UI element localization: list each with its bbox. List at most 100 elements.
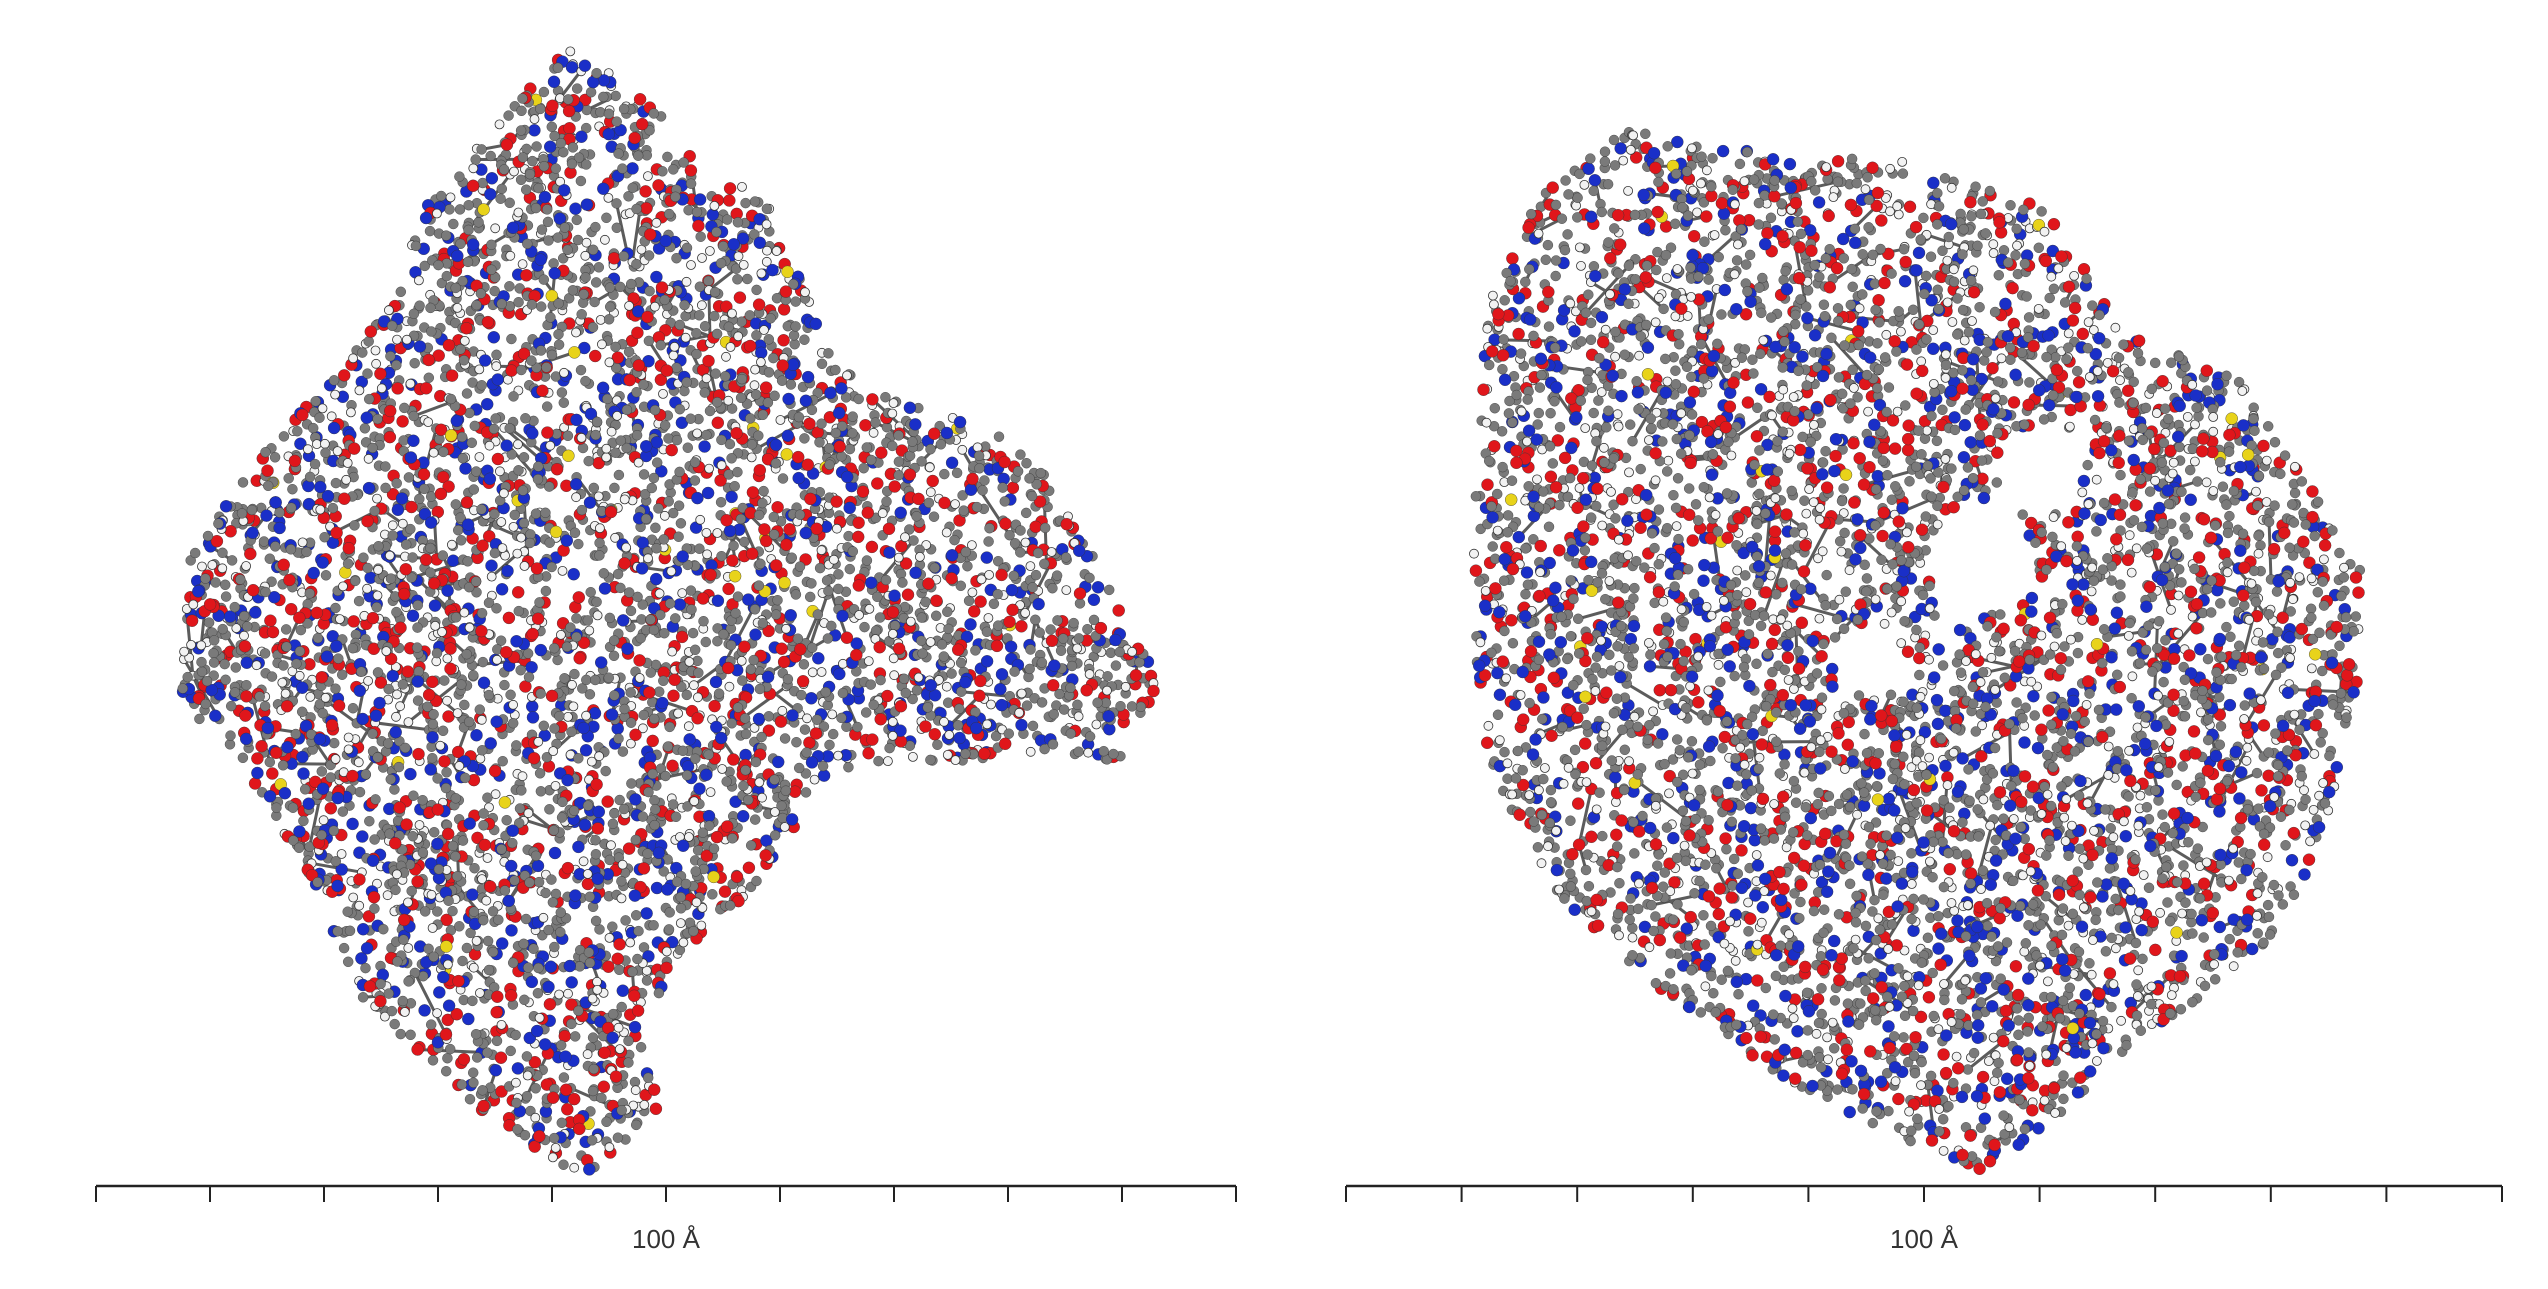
atom xyxy=(360,962,371,974)
atom xyxy=(329,737,340,749)
atom xyxy=(709,310,720,322)
atom xyxy=(725,900,736,911)
atom xyxy=(580,198,594,211)
atom xyxy=(534,768,546,779)
atom xyxy=(1135,701,1147,712)
atom xyxy=(710,720,723,734)
atom xyxy=(873,755,884,767)
atom xyxy=(528,124,541,137)
atom xyxy=(994,683,1007,696)
atom xyxy=(217,623,228,635)
atom xyxy=(428,951,439,962)
atom xyxy=(496,1020,507,1030)
atom xyxy=(733,251,744,262)
atom xyxy=(427,753,438,764)
atom xyxy=(656,696,669,710)
atom xyxy=(859,621,870,633)
atom xyxy=(387,530,398,541)
atom xyxy=(431,208,442,219)
atom xyxy=(609,482,620,494)
atom xyxy=(225,700,237,712)
atom xyxy=(393,761,405,773)
atom xyxy=(847,428,858,439)
atom xyxy=(698,616,709,627)
atom xyxy=(545,440,556,451)
atom xyxy=(374,367,387,380)
atom xyxy=(601,795,614,808)
atom xyxy=(977,485,988,496)
atom xyxy=(328,375,340,386)
atom xyxy=(833,583,844,595)
atom xyxy=(572,840,585,854)
atom xyxy=(823,585,834,597)
atom xyxy=(300,784,311,795)
atom xyxy=(587,993,598,1004)
atom xyxy=(833,440,846,453)
atom xyxy=(657,166,668,177)
atom xyxy=(722,582,735,596)
atom xyxy=(628,889,642,902)
atom xyxy=(704,463,714,474)
atom xyxy=(422,353,435,367)
atom xyxy=(395,492,409,505)
atom xyxy=(425,302,436,314)
atom xyxy=(426,326,437,337)
atom xyxy=(730,427,743,440)
atom xyxy=(738,780,749,791)
atom xyxy=(556,387,568,398)
atom xyxy=(635,1041,647,1053)
atom xyxy=(1129,669,1143,682)
atom xyxy=(389,837,402,850)
atom xyxy=(757,409,769,420)
atom xyxy=(643,1072,654,1084)
atom xyxy=(594,550,605,561)
atom xyxy=(1072,643,1083,654)
atom xyxy=(983,536,994,547)
atom xyxy=(774,715,788,728)
atom xyxy=(1084,669,1095,679)
atom xyxy=(246,504,258,516)
atom xyxy=(411,1043,424,1056)
atom xyxy=(755,346,768,359)
atom xyxy=(226,555,238,566)
atom xyxy=(482,792,493,803)
atom xyxy=(603,672,614,683)
atom xyxy=(548,746,559,756)
atom xyxy=(447,554,460,567)
atom xyxy=(383,430,397,444)
atom xyxy=(750,389,762,400)
atom xyxy=(995,668,1009,681)
atom xyxy=(369,903,380,914)
atom xyxy=(925,444,936,455)
atom xyxy=(640,202,653,215)
atom xyxy=(726,718,737,729)
atom xyxy=(1115,701,1126,712)
atom xyxy=(770,609,782,620)
atom xyxy=(644,228,657,241)
atom xyxy=(538,1038,552,1051)
atom xyxy=(750,364,760,375)
atom xyxy=(732,702,744,713)
atom xyxy=(636,117,649,131)
atom xyxy=(469,420,480,432)
atom xyxy=(536,224,548,235)
atom xyxy=(397,995,408,1007)
atom xyxy=(777,473,789,484)
atom xyxy=(786,552,797,563)
atom xyxy=(1030,614,1041,625)
atom xyxy=(260,509,273,522)
atom xyxy=(566,158,578,170)
atom xyxy=(693,667,704,678)
atom xyxy=(616,893,627,904)
atom xyxy=(763,367,775,378)
atom xyxy=(433,259,444,271)
atom xyxy=(650,572,663,586)
atom xyxy=(238,640,252,653)
atom xyxy=(648,472,660,484)
atom xyxy=(640,907,653,920)
left-molecule-model xyxy=(176,46,1160,1176)
atom xyxy=(827,709,838,720)
atom xyxy=(468,1077,479,1088)
atom xyxy=(992,589,1003,600)
atom xyxy=(779,285,793,298)
